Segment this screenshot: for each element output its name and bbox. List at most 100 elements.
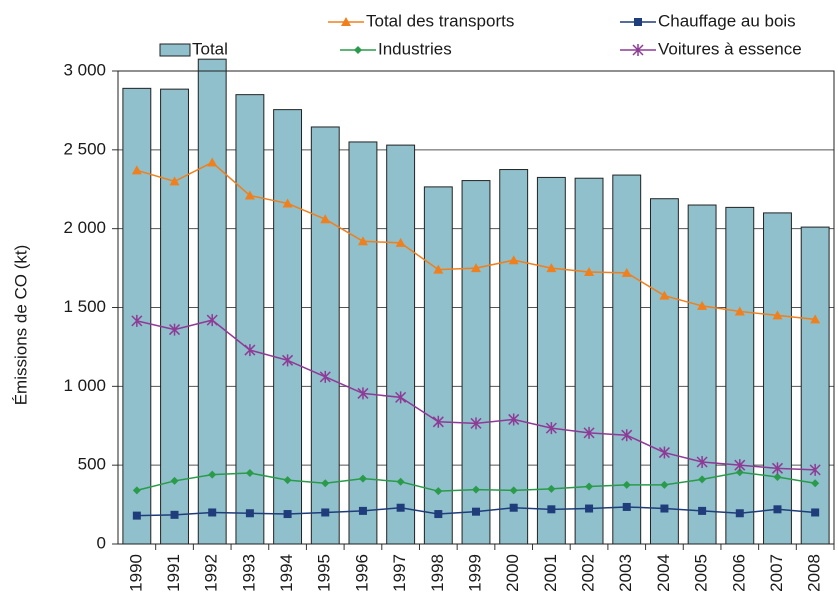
plot-border [117,70,835,545]
point [169,176,180,186]
legend-marker [634,18,642,26]
legend-marker [354,46,362,54]
point [206,314,218,327]
point [358,506,367,515]
bar [649,198,679,545]
point [396,477,405,486]
point [319,370,331,383]
point [621,267,632,277]
point [132,511,141,520]
point [773,505,782,514]
bar [536,176,566,545]
point [472,507,480,516]
point [282,354,294,367]
x-tick-label: 2008 [805,554,824,592]
point [811,508,820,517]
y-tick-label: 0 [97,533,106,552]
point [621,429,633,442]
x-tick-label: 1994 [277,554,296,592]
point [508,255,519,265]
point [131,314,143,327]
point [170,476,179,485]
point [622,502,631,511]
bar [348,141,378,545]
x-tick-label: 1990 [126,554,145,592]
x-tick-label: 2002 [579,554,598,592]
x-tick-label: 1991 [164,554,183,592]
x-tick-label: 1995 [315,554,334,592]
x-tick-label: 1992 [202,554,221,592]
y-tick-label: 3 000 [63,60,106,79]
point [357,236,368,246]
point [395,237,406,247]
point [698,475,707,484]
point [283,510,292,519]
point [508,413,520,426]
point [773,472,782,481]
bar [423,186,453,545]
bar [310,126,340,545]
point [811,479,820,488]
point [434,510,443,519]
point [547,505,556,514]
point [809,463,821,476]
point [660,504,669,513]
bar [725,206,755,545]
point [658,446,670,459]
y-tick-label: 2 000 [63,218,106,237]
x-tick-label: 1999 [465,554,484,592]
point [283,476,292,485]
legend-label: Voitures à essence [658,39,802,58]
point [208,470,217,479]
point [357,387,369,400]
legend-label: Total des transports [366,11,514,30]
y-tick-label: 1 000 [63,376,106,395]
point [585,482,594,491]
point [244,190,255,200]
legend-swatch [159,43,191,57]
point [132,486,141,495]
point [131,165,142,175]
bar [800,226,830,545]
point [734,306,745,316]
point [810,314,821,324]
point [771,462,784,475]
x-tick-label: 1998 [428,554,447,592]
point [696,456,708,469]
point [208,508,217,517]
bar [763,212,792,545]
legend-label: Total [192,39,228,58]
point [395,391,407,404]
x-tick-label: 2007 [767,554,786,592]
point [244,344,256,357]
bar [273,109,303,545]
x-tick-label: 2001 [541,554,560,592]
y-axis-label: Émissions de CO (kt) [11,245,30,406]
point [320,214,331,224]
point [735,468,744,477]
point [170,510,179,519]
point [472,485,480,494]
point [584,267,595,277]
point [547,484,556,493]
x-tick-label: 2003 [616,554,635,592]
point [735,509,744,518]
point [321,479,330,488]
x-tick-label: 2000 [503,554,522,592]
point [659,290,670,300]
point [432,415,444,428]
point [697,300,708,310]
bar [197,58,227,545]
point [245,469,254,478]
point [734,459,746,472]
point [321,508,330,517]
point [698,506,707,515]
x-tick-label: 1997 [390,554,409,592]
x-tick-label: 2005 [692,554,711,592]
legend-label: Chauffage au bois [658,11,796,30]
point [546,263,557,273]
point [471,263,481,273]
point [434,487,443,496]
